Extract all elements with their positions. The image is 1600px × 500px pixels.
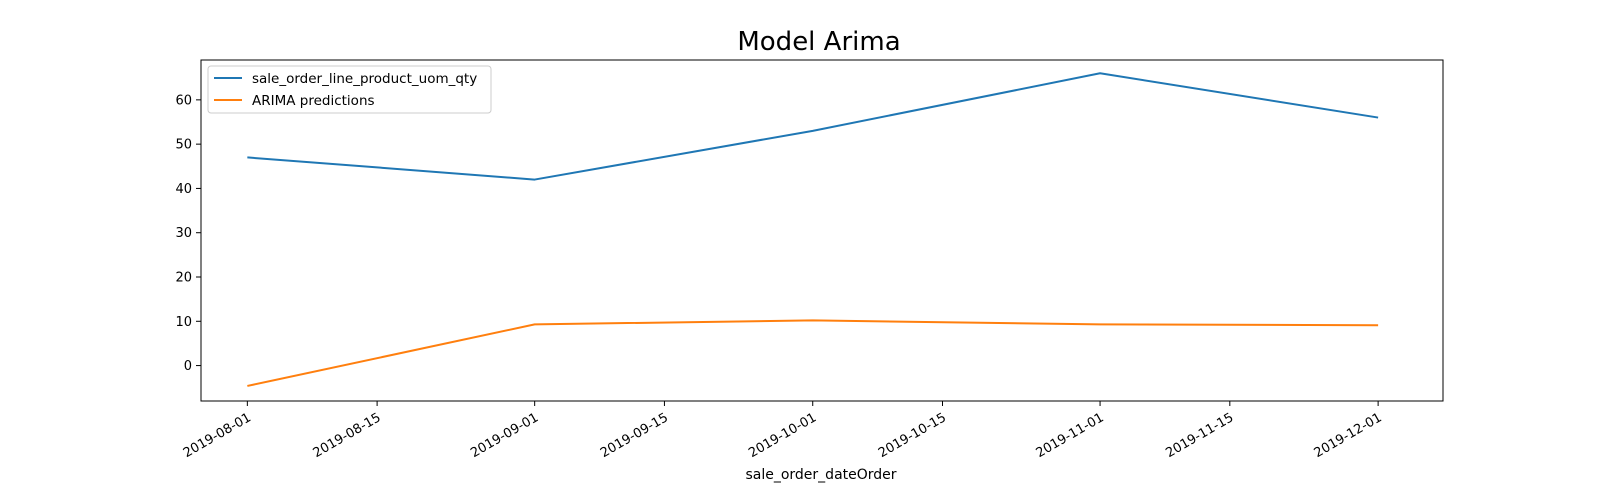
series-line (247, 72, 1379, 181)
x-axis: 2019-08-01 2019-08-15 2019-09-01 2019-09-15… (181, 401, 1385, 461)
legend-label: ARIMA predictions (252, 93, 375, 109)
legend-box (207, 65, 492, 114)
series-layer (247, 72, 1379, 387)
x-tick-label: 2019-11-01 (1034, 410, 1107, 461)
y-tick-label: 40 (175, 182, 192, 197)
y-tick-label: 20 (175, 271, 192, 286)
legend: sale_order_line_product_uom_qty ARIMA pre… (207, 65, 492, 114)
plot-area-frame (200, 59, 1444, 402)
y-axis: 0 10 20 30 40 50 60 (175, 93, 201, 374)
x-tick-label: 2019-08-15 (311, 410, 384, 461)
x-tick-label: 2019-11-15 (1163, 410, 1236, 461)
y-tick-label: 30 (175, 226, 192, 241)
x-tick-label: 2019-12-01 (1312, 410, 1385, 461)
x-tick-label: 2019-10-01 (746, 410, 819, 461)
series-line (247, 319, 1379, 387)
x-tick-label: 2019-09-01 (468, 410, 541, 461)
y-tick-label: 10 (175, 315, 192, 330)
y-tick-label: 60 (175, 93, 192, 108)
x-tick-label: 2019-10-15 (876, 410, 949, 461)
x-axis-label: sale_order_dateOrder (745, 467, 896, 483)
legend-label: sale_order_line_product_uom_qty (252, 71, 477, 87)
y-tick-label: 0 (184, 359, 192, 374)
x-tick-label: 2019-08-01 (181, 410, 254, 461)
y-tick-label: 50 (175, 138, 192, 153)
x-tick-label: 2019-09-15 (598, 410, 671, 461)
chart-title: Model Arima (737, 27, 900, 57)
